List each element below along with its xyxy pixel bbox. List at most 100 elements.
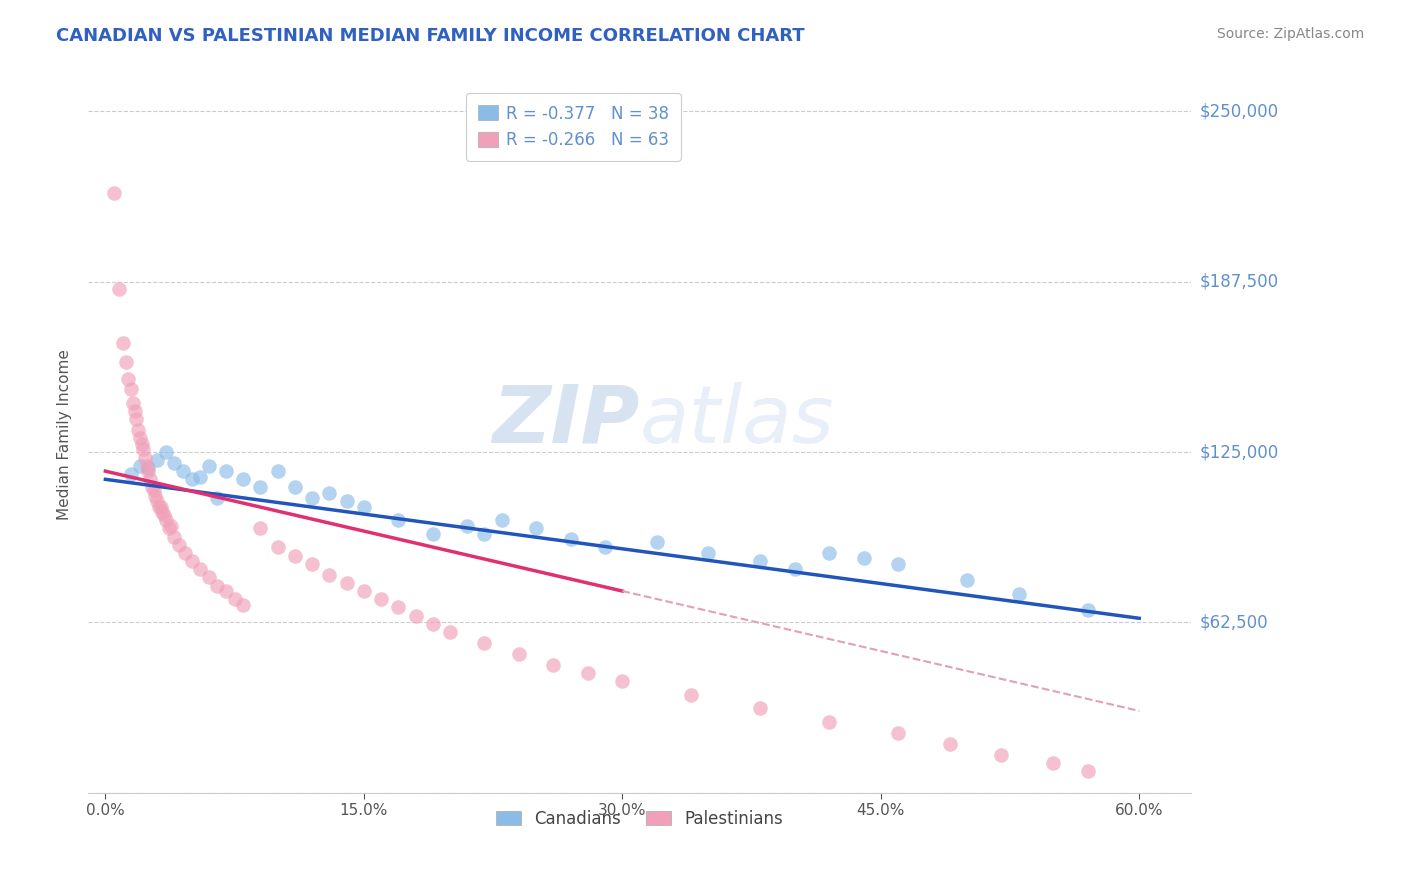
Point [148,500,170,514]
Point [405,608,427,623]
Point [543,657,565,672]
Point [180,554,202,568]
Point [491,513,513,527]
Point [576,665,599,680]
Point [138,461,160,475]
Point [318,567,340,582]
Point [122,396,145,410]
Point [172,464,194,478]
Point [456,518,478,533]
Point [1077,764,1099,778]
Y-axis label: Median Family Income: Median Family Income [58,350,72,521]
Point [524,521,547,535]
Point [125,412,148,426]
Point [180,472,202,486]
Point [818,714,841,729]
Point [422,526,444,541]
Point [127,423,149,437]
Point [267,541,290,555]
Point [232,598,254,612]
Point [138,464,160,478]
Point [1042,756,1064,770]
Point [783,562,806,576]
Point [681,688,703,702]
Text: $250,000: $250,000 [1199,103,1278,120]
Point [318,486,340,500]
Point [301,491,323,506]
Point [160,518,183,533]
Point [370,592,392,607]
Point [353,584,375,599]
Point [749,554,772,568]
Point [207,578,229,592]
Point [645,535,668,549]
Text: Source: ZipAtlas.com: Source: ZipAtlas.com [1216,27,1364,41]
Point [169,538,191,552]
Point [103,186,125,201]
Point [207,491,229,506]
Point [422,616,444,631]
Point [188,562,211,576]
Point [593,541,616,555]
Point [560,533,582,547]
Point [215,464,238,478]
Point [990,747,1012,762]
Point [956,573,979,587]
Point [301,557,323,571]
Point [1077,603,1099,617]
Point [173,546,195,560]
Point [115,355,138,369]
Point [188,469,211,483]
Point [249,521,271,535]
Point [117,371,139,385]
Point [612,673,634,688]
Point [1007,587,1029,601]
Legend: Canadians, Palestinians: Canadians, Palestinians [489,803,790,834]
Point [697,546,720,560]
Point [818,546,841,560]
Point [336,494,359,508]
Point [508,647,530,661]
Point [131,437,153,451]
Point [155,513,177,527]
Point [887,557,910,571]
Point [197,458,219,473]
Point [155,445,177,459]
Point [120,467,142,481]
Point [284,481,307,495]
Point [150,505,173,519]
Text: ZIP: ZIP [492,382,640,459]
Point [387,600,409,615]
Point [135,458,157,473]
Text: atlas: atlas [640,382,834,459]
Text: $62,500: $62,500 [1199,614,1268,632]
Point [749,701,772,715]
Point [197,570,219,584]
Text: $125,000: $125,000 [1199,443,1278,461]
Point [224,592,246,607]
Point [157,521,180,535]
Point [128,458,150,473]
Point [474,636,496,650]
Point [852,551,875,566]
Point [336,575,359,590]
Point [143,489,166,503]
Point [149,500,172,514]
Point [142,483,165,498]
Point [163,530,186,544]
Point [120,383,142,397]
Point [887,725,910,739]
Point [124,404,146,418]
Point [134,450,156,465]
Point [215,584,238,599]
Point [128,432,150,446]
Point [284,549,307,563]
Text: CANADIAN VS PALESTINIAN MEDIAN FAMILY INCOME CORRELATION CHART: CANADIAN VS PALESTINIAN MEDIAN FAMILY IN… [56,27,804,45]
Point [249,481,271,495]
Point [474,526,496,541]
Point [938,737,960,751]
Point [387,513,409,527]
Point [139,472,162,486]
Point [232,472,254,486]
Point [132,442,155,457]
